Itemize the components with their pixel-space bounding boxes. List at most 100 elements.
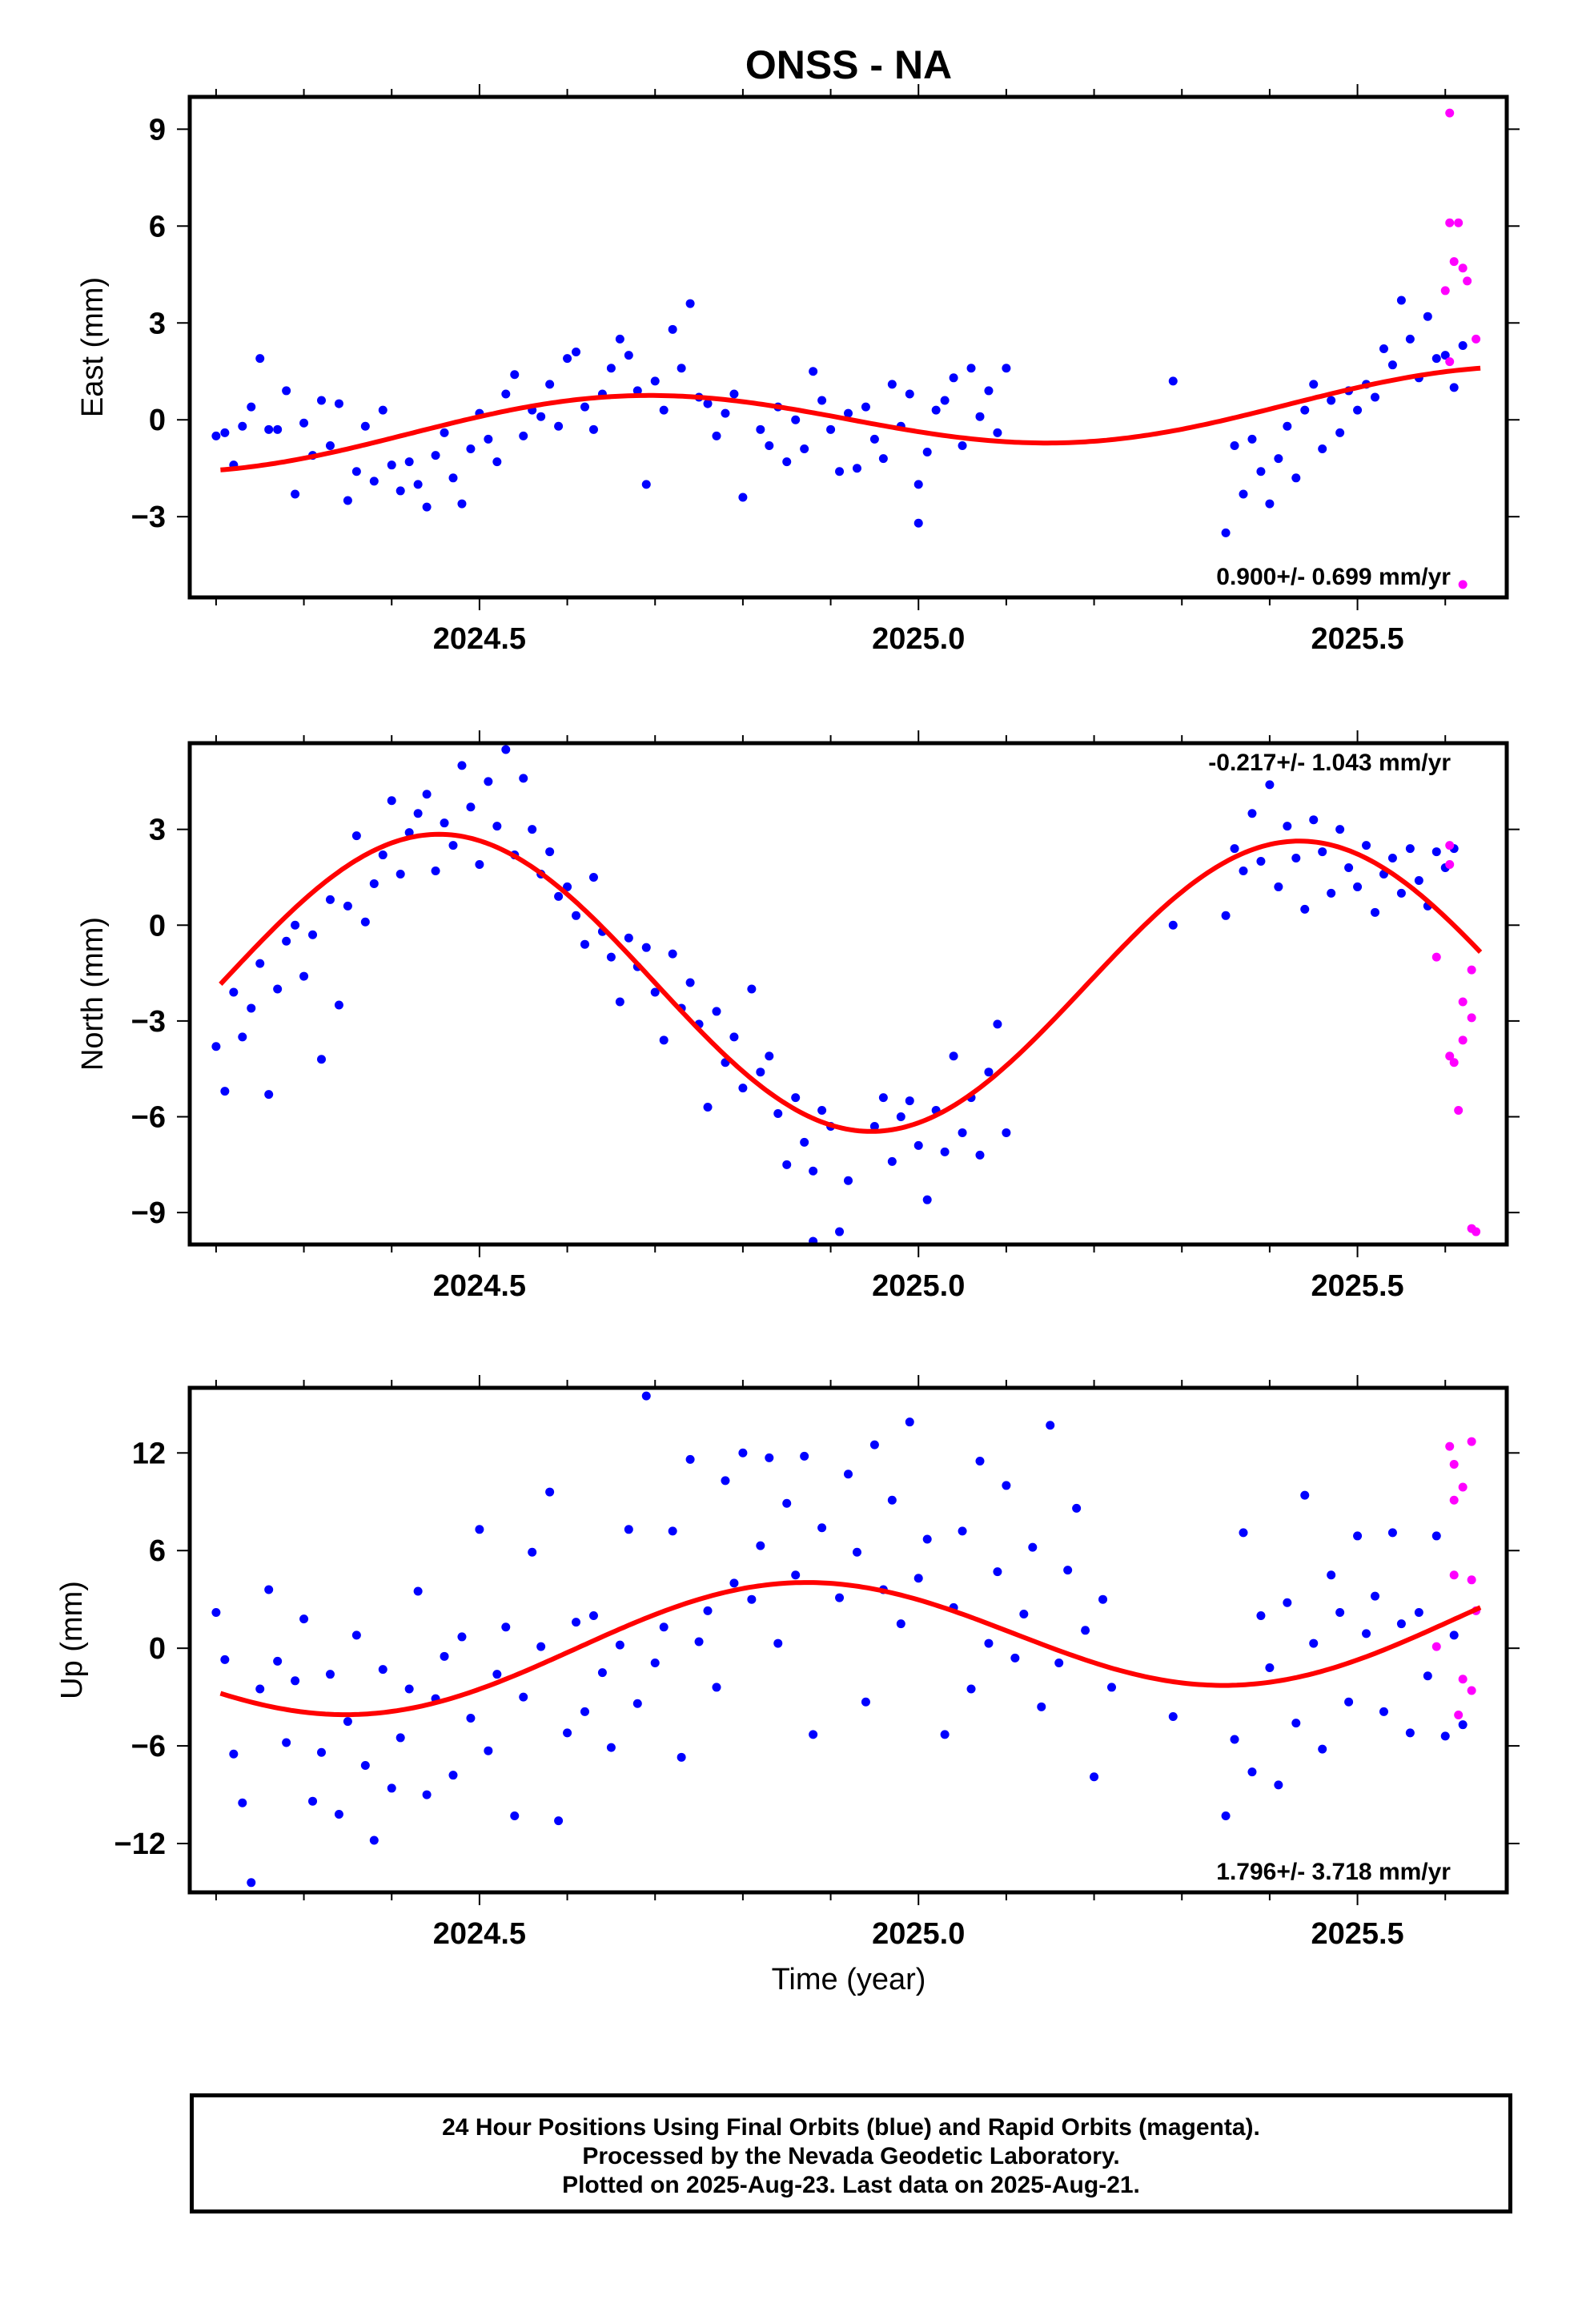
east-point-final <box>984 386 994 396</box>
up-points <box>211 1388 1481 1888</box>
up-point-final <box>1371 1591 1379 1601</box>
north-point-final <box>501 745 511 754</box>
east-y-tick-label: 9 <box>149 113 166 147</box>
up-point-final <box>632 1699 642 1708</box>
east-point-final <box>878 454 888 464</box>
east-point-final <box>343 496 352 505</box>
north-y-tick-label: 0 <box>149 909 166 943</box>
up-point-final <box>913 1574 923 1583</box>
east-point-final <box>457 499 467 509</box>
up-point-final <box>1107 1683 1116 1692</box>
east-point-final <box>835 467 845 476</box>
east-y-axis-label: East (mm) <box>76 277 110 417</box>
east-point-final <box>431 451 440 460</box>
east-point-final <box>1239 489 1248 499</box>
up-point-final <box>422 1790 432 1799</box>
up-panel: 2024.5 2025.0 2025.5 12 6 0 −6 −12 Up (mm) 1.796+… <box>55 1375 1520 1951</box>
up-point-final <box>334 1809 343 1819</box>
north-point-final <box>1431 847 1441 857</box>
up-point-final <box>351 1630 361 1640</box>
north-y-tick-label: −6 <box>131 1101 166 1135</box>
east-point-final <box>588 424 598 434</box>
north-point-final <box>554 891 564 901</box>
east-point-final <box>738 493 748 502</box>
up-point-final <box>896 1619 905 1629</box>
up-point-final <box>765 1453 774 1462</box>
east-point-final <box>1449 383 1459 392</box>
up-point-final <box>922 1534 932 1544</box>
east-point-final <box>1335 428 1345 437</box>
north-point-final <box>835 1227 845 1236</box>
east-point-final <box>1168 376 1178 386</box>
east-point-final <box>536 412 546 421</box>
up-point-final <box>887 1495 897 1505</box>
east-point-final <box>519 431 528 440</box>
up-point-final <box>536 1642 546 1651</box>
east-point-final <box>782 457 792 467</box>
north-point-final <box>1002 1128 1011 1137</box>
up-point-final <box>861 1697 870 1707</box>
east-point-final <box>580 402 589 412</box>
up-point-final <box>572 1618 581 1627</box>
north-point-final <box>264 1090 274 1100</box>
north-rate-label: -0.217+/- 1.043 mm/yr <box>1208 750 1451 776</box>
up-point-final <box>1002 1481 1011 1490</box>
up-point-rapid <box>1467 1686 1476 1695</box>
up-y-tick-label: 0 <box>149 1632 166 1666</box>
east-point-final <box>325 440 335 450</box>
up-point-final <box>247 1878 256 1888</box>
up-point-final <box>492 1670 502 1679</box>
north-point-final <box>255 959 265 968</box>
north-point-final <box>747 984 757 994</box>
east-point-final <box>351 467 361 476</box>
north-point-final <box>545 847 555 857</box>
north-point-rapid <box>1445 841 1455 850</box>
up-point-final <box>975 1456 985 1466</box>
east-x-tick-label: 2025.0 <box>872 622 965 656</box>
up-point-final <box>1387 1528 1397 1538</box>
east-y-tick-label: 6 <box>149 210 166 243</box>
north-point-final <box>949 1051 958 1061</box>
north-point-final <box>1247 809 1257 818</box>
north-point-final <box>369 879 379 888</box>
north-point-final <box>563 882 572 891</box>
north-point-final <box>1387 854 1397 863</box>
up-point-final <box>440 1651 449 1661</box>
up-point-final <box>580 1707 589 1716</box>
north-point-final <box>351 831 361 841</box>
north-point-final <box>993 1019 1002 1029</box>
up-point-final <box>1028 1542 1038 1552</box>
east-point-final <box>255 354 265 364</box>
east-point-final <box>1283 421 1292 431</box>
up-point-final <box>597 1668 607 1678</box>
north-y-tick-label: −9 <box>131 1196 166 1230</box>
up-point-final <box>1423 1671 1432 1681</box>
east-point-final <box>844 408 853 418</box>
north-point-final <box>413 809 423 818</box>
east-point-final <box>396 486 405 496</box>
up-point-final <box>466 1714 476 1723</box>
north-x-tick-label: 2025.5 <box>1311 1269 1403 1303</box>
up-point-final <box>800 1451 809 1461</box>
north-point-final <box>773 1109 783 1119</box>
north-point-final <box>615 997 624 1007</box>
up-point-final <box>615 1640 624 1650</box>
east-point-final <box>668 324 677 334</box>
north-point-final <box>431 866 440 875</box>
up-point-final <box>588 1611 598 1621</box>
east-point-final <box>440 428 449 437</box>
north-point-final <box>1318 847 1327 857</box>
north-point-final <box>1309 815 1319 825</box>
up-point-final <box>475 1525 484 1534</box>
east-point-final <box>677 364 686 373</box>
east-point-final <box>299 418 309 428</box>
north-point-final <box>641 943 651 952</box>
up-point-final <box>448 1771 458 1780</box>
up-point-final <box>255 1684 265 1694</box>
up-point-final <box>958 1526 967 1536</box>
up-point-final <box>1318 1744 1327 1754</box>
up-point-final <box>809 1730 818 1739</box>
up-point-final <box>563 1728 572 1738</box>
east-point-rapid <box>1472 334 1481 344</box>
east-point-final <box>1423 312 1432 321</box>
